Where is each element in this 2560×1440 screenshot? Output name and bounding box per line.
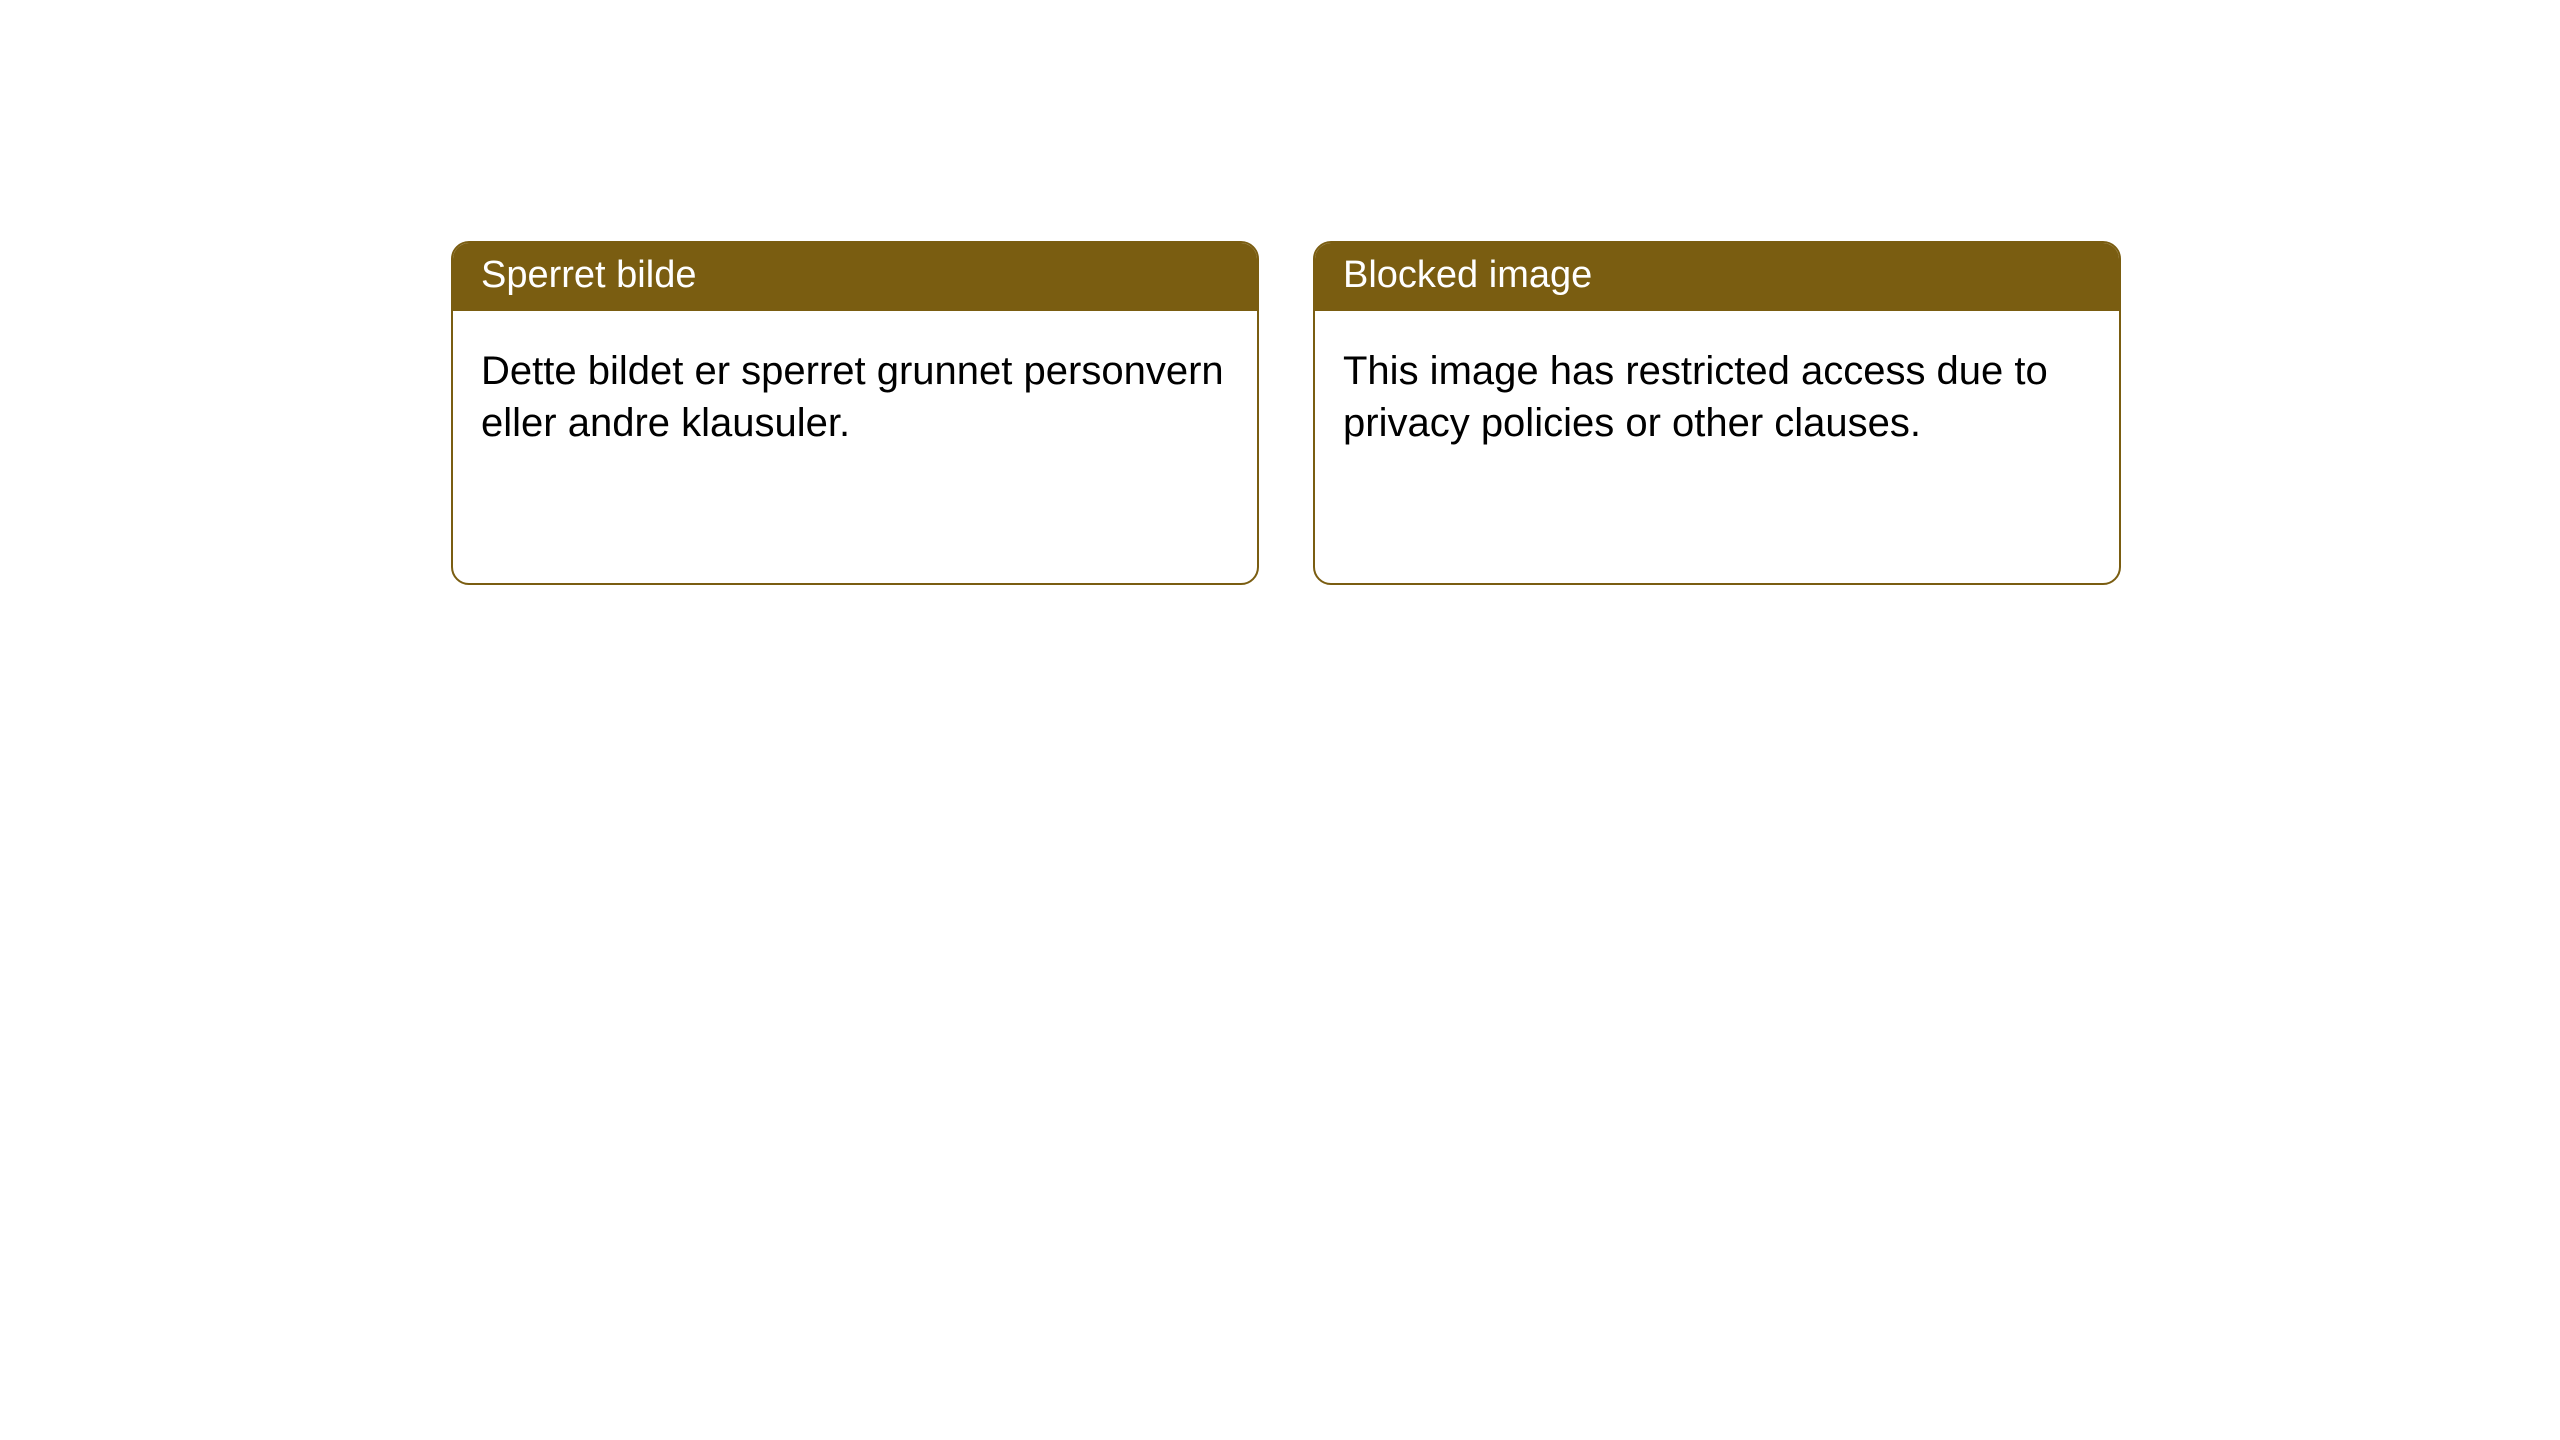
notice-card-title: Sperret bilde — [453, 243, 1257, 311]
notice-card-title: Blocked image — [1315, 243, 2119, 311]
notice-container: Sperret bilde Dette bildet er sperret gr… — [0, 0, 2560, 585]
notice-card-body: This image has restricted access due to … — [1315, 311, 2119, 583]
notice-card-body: Dette bildet er sperret grunnet personve… — [453, 311, 1257, 583]
notice-card-english: Blocked image This image has restricted … — [1313, 241, 2121, 585]
notice-card-norwegian: Sperret bilde Dette bildet er sperret gr… — [451, 241, 1259, 585]
